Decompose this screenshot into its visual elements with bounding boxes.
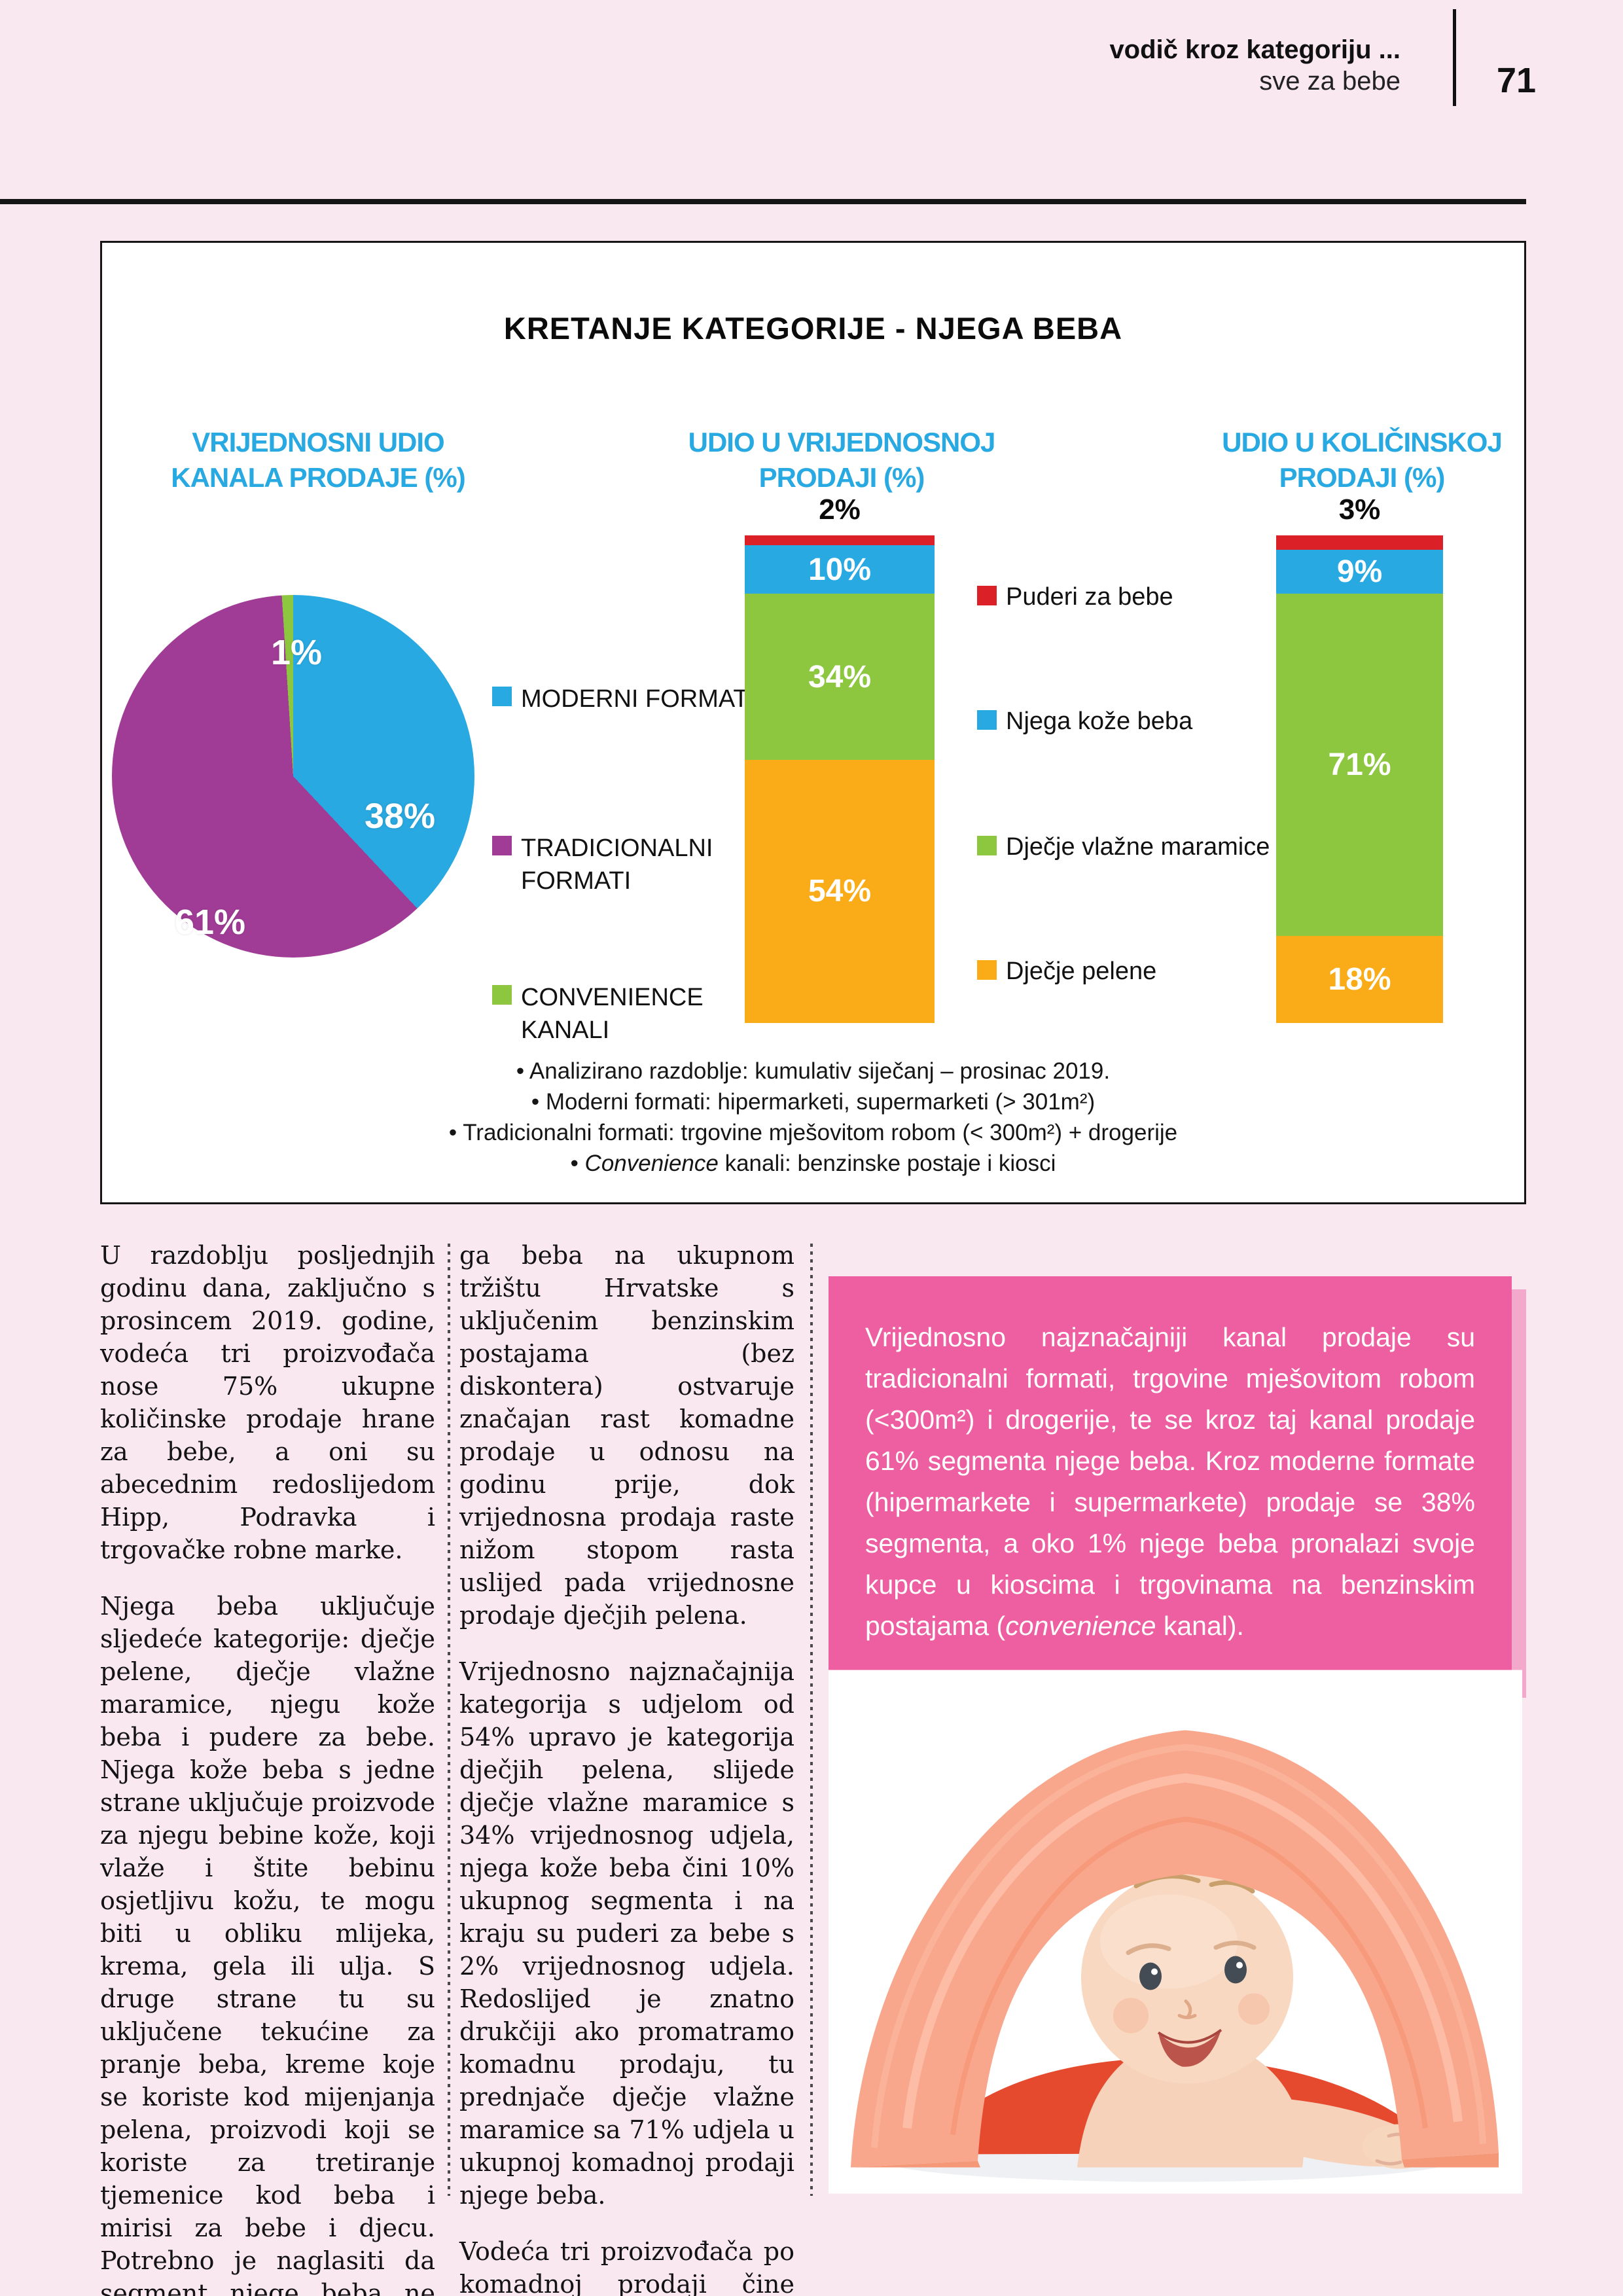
legend-label: MODERNI FORMATI <box>521 685 756 713</box>
legend-label: Dječje pelene <box>1006 958 1157 985</box>
category-legend-item: Dječje pelene <box>977 956 1156 986</box>
baby-photo <box>829 1670 1522 2194</box>
category-legend-item: Puderi za bebe <box>977 582 1173 612</box>
footnote-line: • Analizirano razdoblje: kumulativ siječ… <box>516 1058 1111 1084</box>
pie-chart: 38% 61% 1% <box>112 595 474 958</box>
page-number: 71 <box>1496 61 1537 100</box>
article-column-2: ga beba na ukupnom tržištu Hrvatske s uk… <box>459 1239 794 2296</box>
legend-swatch-blue <box>492 687 512 706</box>
legend-swatch-purple <box>492 836 512 855</box>
quantity-bar-heading: UDIO U KOLIČINSKOJ PRODAJI (%) <box>1222 427 1503 493</box>
top-rule <box>0 199 1526 204</box>
highlight-box: Vrijednosno najznačajniji kanal prodaje … <box>829 1276 1512 1685</box>
bar-segment-njega-koze: 9% <box>1276 550 1443 594</box>
value-share-bar: 10% 34% 54% <box>745 535 935 1023</box>
category-legend-item: Dječje vlažne maramice <box>977 832 1270 862</box>
legend-swatch-green <box>492 985 512 1005</box>
bar-segment-puderi <box>1276 535 1443 550</box>
legend-swatch-red <box>977 586 997 605</box>
article-column-1: U razdoblju posljednjih godinu dana, zak… <box>100 1239 435 2296</box>
footnote-line: • Tradicionalni formati: trgovine mješov… <box>448 1120 1178 1145</box>
bar-segment-puderi <box>745 535 935 545</box>
value-bar-top-label: 2% <box>819 493 861 526</box>
chart-title: KRETANJE KATEGORIJE - NJEGA BEBA <box>503 311 1123 346</box>
paragraph: Njega beba uključuje sljedeće kategorije… <box>100 1592 435 2296</box>
pie-legend-item: CONVENIENCE KANALI <box>492 981 704 1047</box>
bar-segment-njega-koze: 10% <box>745 545 935 594</box>
footnote-line: • Moderni formati: hipermarketi, superma… <box>531 1089 1096 1115</box>
legend-label: Puderi za bebe <box>1006 583 1173 611</box>
pie-label-convenience: 1% <box>270 633 323 672</box>
pie-legend-item: MODERNI FORMATI <box>492 683 755 715</box>
paragraph: ga beba na ukupnom tržištu Hrvatske s uk… <box>459 1241 794 1630</box>
quantity-share-bar: 9% 71% 18% <box>1276 535 1443 1023</box>
legend-swatch-orange <box>977 960 997 980</box>
page-header: vodič kroz kategoriju ... sve za bebe <box>0 34 1400 97</box>
category-legend-item: Njega kože beba <box>977 706 1192 736</box>
pie-legend-item: TRADICIONALNI FORMATI <box>492 832 713 897</box>
pie-label-tradicionalni: 61% <box>174 903 246 942</box>
header-divider <box>1453 9 1456 106</box>
paragraph: U razdoblju posljednjih godinu dana, zak… <box>100 1241 435 1564</box>
pie-label-moderni: 38% <box>364 797 436 836</box>
header-subcategory: sve za bebe <box>1259 67 1400 96</box>
column-divider <box>810 1244 813 2196</box>
header-category: vodič kroz kategoriju ... <box>1109 35 1400 64</box>
legend-label: Njega kože beba <box>1006 708 1193 735</box>
bar-segment-maramice: 34% <box>745 594 935 760</box>
footnote-line: • Convenience kanali: benzinske postaje … <box>570 1151 1056 1176</box>
bar-segment-pelene: 18% <box>1276 936 1443 1023</box>
legend-label: Dječje vlažne maramice <box>1006 833 1270 861</box>
bar-segment-pelene: 54% <box>745 759 935 1023</box>
legend-label: CONVENIENCE KANALI <box>521 984 704 1044</box>
bar-segment-maramice: 71% <box>1276 593 1443 937</box>
value-bar-heading: UDIO U VRIJEDNOSNOJ PRODAJI (%) <box>688 427 996 493</box>
chart-panel: KRETANJE KATEGORIJE - NJEGA BEBA VRIJEDN… <box>100 241 1526 1204</box>
paragraph: Vrijednosno najznačajnija kategorija s u… <box>459 1657 794 2210</box>
pie-chart-heading: VRIJEDNOSNI UDIO KANALA PRODAJE (%) <box>171 427 465 493</box>
paragraph: Vodeća tri proizvođača po komadnoj proda… <box>459 2237 794 2296</box>
quantity-bar-top-label: 3% <box>1338 493 1381 526</box>
legend-swatch-green <box>977 836 997 855</box>
legend-swatch-blue <box>977 710 997 730</box>
chart-footnotes: • Analizirano razdoblje: kumulativ siječ… <box>102 1056 1524 1179</box>
column-divider <box>448 1244 450 2196</box>
legend-label: TRADICIONALNI FORMATI <box>521 834 713 895</box>
